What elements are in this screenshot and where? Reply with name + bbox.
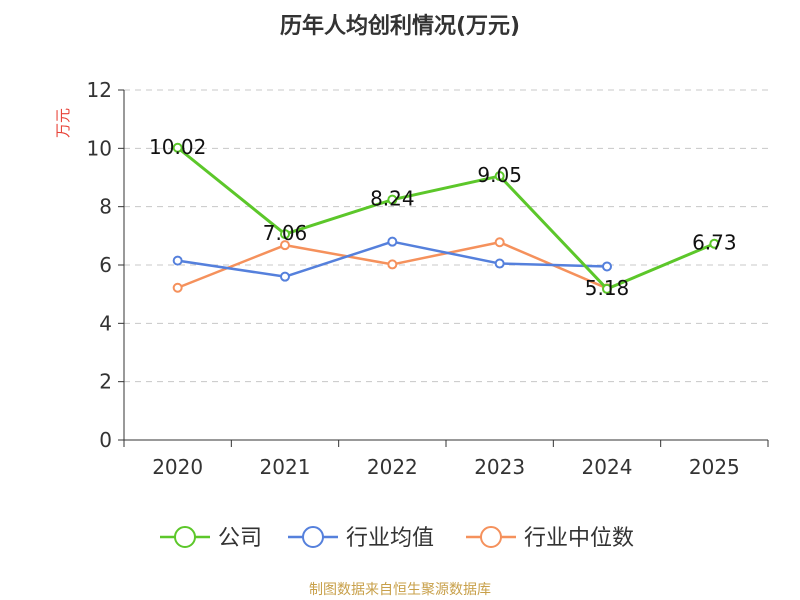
data-point [172, 282, 183, 293]
data-point [494, 258, 505, 269]
legend-label: 公司 [218, 526, 262, 551]
y-tick-label: 2 [99, 370, 112, 394]
chart-title: 历年人均创利情况(万元) [280, 13, 520, 39]
data-point [494, 237, 505, 248]
y-tick-label: 6 [99, 253, 112, 277]
data-point [280, 271, 290, 282]
legend-swatch-marker [480, 526, 502, 548]
data-point [280, 229, 290, 240]
data-point [387, 236, 398, 247]
y-tick-label: 8 [99, 195, 112, 219]
data-point [172, 142, 183, 153]
data-label: 7.06 [263, 221, 308, 245]
data-point [387, 194, 398, 205]
data-label: 8.24 [370, 187, 415, 211]
legend-swatch-marker [174, 526, 196, 548]
data-point [494, 171, 505, 182]
data-point [602, 283, 612, 294]
y-axis-label: 万元 [54, 108, 72, 138]
x-tick-label: 2024 [582, 455, 633, 479]
legend-item[interactable]: 行业中位数 [466, 526, 634, 551]
axes: 0 2 4 6 8 10 12 2020 2021 2022 2023 2024 2025 [87, 78, 769, 479]
x-tick-label: 2025 [689, 455, 740, 479]
series-lines [172, 142, 720, 294]
data-label: 6.73 [692, 231, 737, 255]
data-labels: 10.02 7.06 8.24 9.05 5.18 6.73 [149, 135, 737, 300]
legend-label: 行业均值 [346, 526, 434, 551]
data-label: 9.05 [477, 163, 522, 187]
data-point [709, 238, 720, 249]
series-line [177, 240, 608, 278]
data-point [602, 261, 612, 272]
legend-item[interactable]: 公司 [160, 526, 262, 551]
y-tick-label: 0 [99, 428, 112, 452]
x-tick-label: 2023 [474, 455, 525, 479]
data-point [280, 240, 290, 251]
legend-item[interactable]: 行业均值 [288, 526, 434, 551]
data-point [172, 255, 183, 266]
x-tick-label: 2021 [260, 455, 311, 479]
y-tick-label: 10 [87, 136, 112, 160]
legend-swatch-marker [302, 526, 324, 548]
data-point [387, 259, 398, 270]
x-tick-label: 2020 [152, 455, 203, 479]
legend[interactable]: 公司 行业均值 行业中位数 [160, 526, 634, 551]
x-tick-label: 2022 [367, 455, 418, 479]
data-label: 5.18 [585, 276, 630, 300]
legend-label: 行业中位数 [524, 526, 634, 551]
source-note: 制图数据来自恒生聚源数据库 [309, 582, 491, 598]
series-line [176, 146, 715, 291]
data-label: 10.02 [149, 135, 206, 159]
gridlines [124, 89, 768, 383]
y-tick-label: 12 [87, 78, 112, 102]
y-tick-label: 4 [99, 311, 112, 335]
